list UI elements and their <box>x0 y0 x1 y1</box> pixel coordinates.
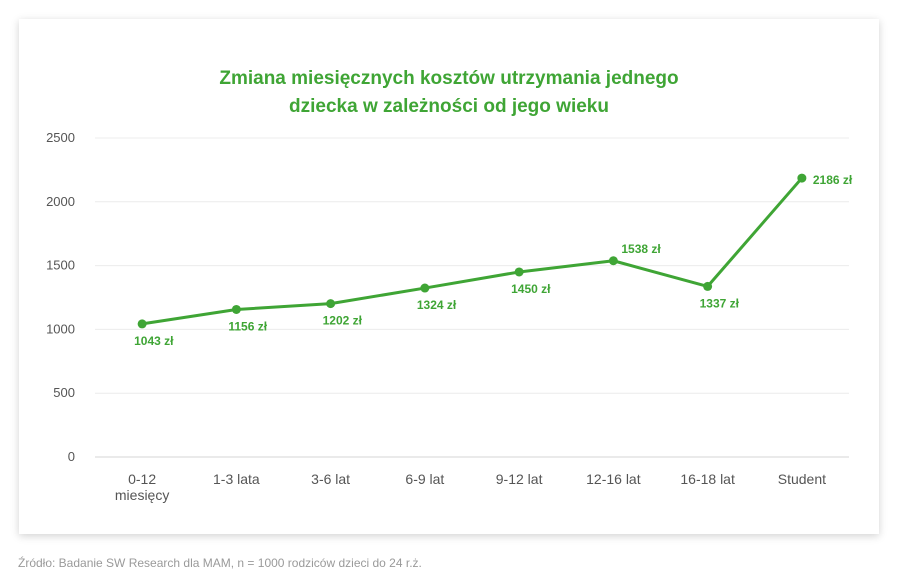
y-tick-label: 0 <box>68 449 75 464</box>
data-label: 1324 zł <box>417 298 457 312</box>
data-point <box>420 283 430 293</box>
data-label: 1450 zł <box>511 282 551 296</box>
data-label: 1043 zł <box>134 334 174 348</box>
y-tick-label: 2500 <box>46 130 75 145</box>
x-tick-label: 9-12 lat <box>496 471 543 487</box>
data-point <box>514 267 524 277</box>
y-tick-label: 500 <box>53 385 75 400</box>
data-point <box>326 299 336 309</box>
chart-title-line-1: Zmiana miesięcznych kosztów utrzymania j… <box>219 68 679 89</box>
x-tick-label: 1-3 lata <box>213 471 260 487</box>
x-tick-label: 0-12 <box>128 471 156 487</box>
data-point <box>231 304 241 314</box>
data-point <box>797 173 807 183</box>
data-point <box>608 256 618 266</box>
x-tick-label: 12-16 lat <box>586 471 641 487</box>
y-tick-label: 1500 <box>46 258 75 273</box>
y-tick-label: 2000 <box>46 194 75 209</box>
data-point <box>137 319 147 329</box>
data-label: 1202 zł <box>323 314 363 328</box>
source-note: Źródło: Badanie SW Research dla MAM, n =… <box>18 556 422 570</box>
chart-title-line-2: dziecka w zależności od jego wieku <box>289 96 609 117</box>
chart-card: Zmiana miesięcznych kosztów utrzymania j… <box>19 19 879 534</box>
x-tick-label: 16-18 lat <box>680 471 735 487</box>
x-tick-label: 3-6 lat <box>311 471 350 487</box>
series-line <box>140 176 804 326</box>
y-tick-label: 1000 <box>46 321 75 336</box>
x-tick-label: miesięcy <box>115 487 169 503</box>
data-label: 1337 zł <box>700 296 740 310</box>
data-point <box>703 281 713 291</box>
data-label: 1156 zł <box>228 319 267 333</box>
data-label: 1538 zł <box>621 242 661 256</box>
x-tick-label: 6-9 lat <box>405 471 444 487</box>
chart-title: Zmiana miesięcznych kosztów utrzymania j… <box>19 65 879 121</box>
data-label: 2186 zł <box>813 173 853 187</box>
x-tick-label: Student <box>778 471 826 487</box>
